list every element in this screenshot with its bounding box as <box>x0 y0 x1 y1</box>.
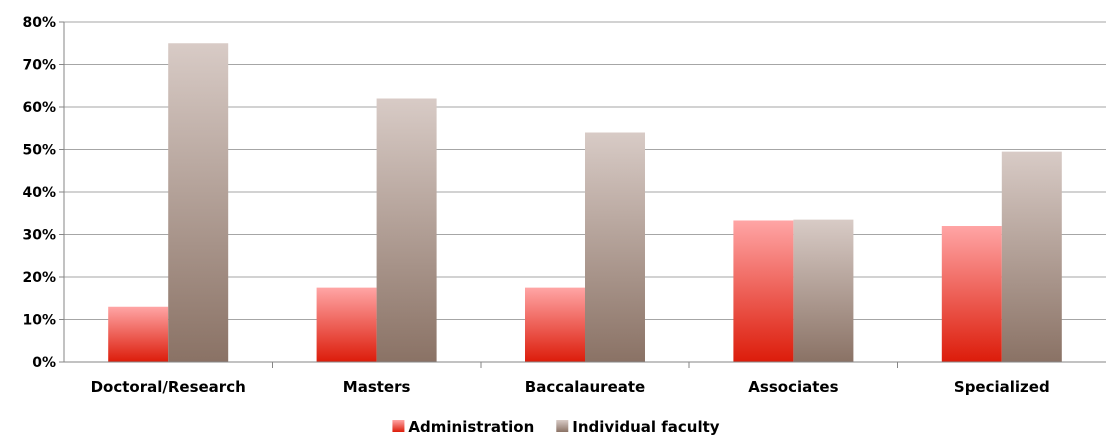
y-tick-label: 60% <box>22 100 56 116</box>
y-tick-label: 70% <box>22 58 56 74</box>
bars <box>108 43 1062 362</box>
bar-individual-faculty <box>168 43 229 362</box>
bar-administration <box>941 226 1002 362</box>
bar-individual-faculty <box>793 219 854 362</box>
y-tick-label: 10% <box>22 313 56 329</box>
bar-individual-faculty <box>1001 151 1062 362</box>
category-label: Specialized <box>954 378 1050 396</box>
category-label: Masters <box>343 378 411 396</box>
bar-administration <box>525 287 585 362</box>
bar-individual-faculty <box>376 98 437 362</box>
y-tick-label: 80% <box>22 15 56 31</box>
y-tick-label: 0% <box>32 355 56 371</box>
bar-administration <box>733 220 794 362</box>
y-tick-label: 30% <box>22 228 56 244</box>
legend: Administration Individual faculty <box>392 418 720 436</box>
category-label: Doctoral/Research <box>91 378 246 396</box>
legend-label: Individual faculty <box>572 418 719 436</box>
legend-swatch <box>392 420 405 432</box>
y-tick-labels: 0% 10% 20% 30% 40% 50% 60% 70% 80% <box>22 15 56 371</box>
bar-administration <box>316 287 377 362</box>
bar-individual-faculty <box>585 132 645 362</box>
bar-administration <box>108 306 169 362</box>
axes <box>59 21 1106 368</box>
legend-swatch <box>556 420 569 432</box>
category-label: Baccalaureate <box>525 378 645 396</box>
y-tick-label: 20% <box>22 270 56 286</box>
y-tick-label: 50% <box>22 143 56 159</box>
y-tick-label: 40% <box>22 185 56 201</box>
category-labels: Doctoral/Research Masters Baccalaureate Ass… <box>91 378 1050 396</box>
category-label: Associates <box>748 378 838 396</box>
legend-label: Administration <box>408 418 534 436</box>
